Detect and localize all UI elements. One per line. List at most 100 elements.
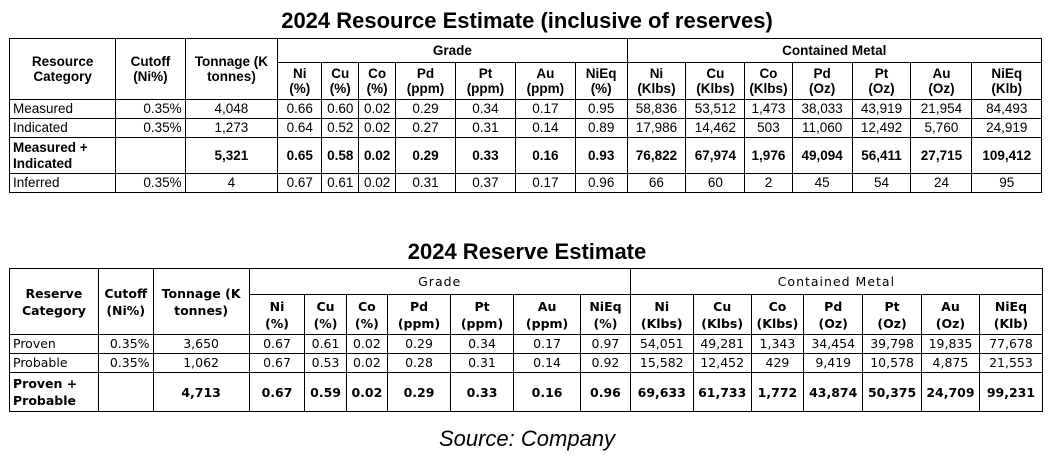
contained-cell: 24,919 [971,118,1042,138]
category-cell: Indicated [8,118,117,138]
contained-cell: 1,772 [750,372,805,412]
column-name: NiEq [994,298,1028,314]
column-unit: (%) [354,315,379,331]
contained-cell: 66 [626,173,687,193]
column-name: Pd [409,298,429,314]
grade-cell: 0.33 [454,137,516,174]
contained-cell: 34,454 [803,334,864,354]
contained-cell: 19,835 [921,334,980,354]
grade-cell: 0.29 [395,137,456,174]
grade-cell: 0.34 [454,99,516,119]
grade-cell: 0.67 [248,372,306,412]
cutoff-cell: 0.35% [115,118,186,138]
grade-cell: 0.29 [387,372,452,412]
contained-cell: 5,760 [910,118,973,138]
resource-title: 2024 Resource Estimate (inclusive of res… [281,8,773,33]
contained-cell: 17,986 [626,118,687,138]
header-tonnage: Tonnage (K tonnes) [184,38,279,100]
column-name: Cu [713,298,732,314]
column-unit: (Klbs) [640,315,683,331]
grade-cell: 0.29 [395,99,456,119]
header-grade: Grade [277,38,628,63]
grade-cell: 0.27 [395,118,456,138]
grade-cell: 0.61 [304,334,347,354]
contained-cell: 58,836 [626,99,687,119]
contained-cell: 9,419 [803,353,864,373]
contained-cell: 60 [685,173,746,193]
contained-cell: 84,493 [971,99,1042,119]
source-caption: Source: Company [438,426,616,451]
contained-cell: 45 [791,173,853,193]
contained-cell: 53,512 [685,99,746,119]
column-header: Co (%) [358,62,397,100]
category-cell: Inferred [8,173,117,193]
column-header: Cu (%) [304,294,347,335]
column-header: Pt (ppm) [450,294,515,335]
contained-cell: 11,060 [791,118,853,138]
contained-cell: 39,798 [862,334,923,354]
column-name: Au [537,298,557,314]
cutoff-cell [115,137,186,174]
grade-cell: 0.60 [321,99,360,119]
table-row: Inferred 0.35% 4 0.67 0.61 0.02 0.31 0.37 0.17 0.… [8,173,1042,193]
column-header: Ni (Klbs) [629,294,694,335]
column-unit: (Klbs) [637,81,676,96]
reserve-table: Reserve Category Cutoff (Ni%) Tonnage (K… [9,268,1044,412]
column-name: NiEq [585,66,617,81]
category-cell: Measured + Indicated [8,137,117,174]
contained-cell: 21,954 [910,99,973,119]
column-unit: (ppm) [466,81,505,96]
column-unit: (Klbs) [696,81,735,96]
table-row: Indicated 0.35% 1,273 0.64 0.52 0.02 0.27 0.31 0… [8,118,1042,138]
category-cell: Measured [8,99,117,119]
column-unit: (ppm) [406,81,445,96]
grade-cell: 0.17 [514,173,576,193]
header-grade: Grade [248,268,631,295]
contained-cell: 1,473 [744,99,793,119]
contained-cell: 76,822 [626,137,687,174]
column-name: Co [357,298,376,314]
column-unit: (%) [593,315,618,331]
column-name: Ni [269,298,285,314]
column-header: Pd (ppm) [395,62,456,100]
column-name: Pt [474,298,490,314]
grade-cell: 0.61 [321,173,360,193]
column-name: Pt [478,66,493,81]
column-name: NiEq [589,298,622,314]
table-row: Probable 0.35% 1,062 0.67 0.53 0.02 0.28 0.31 0.… [9,353,1044,373]
column-unit: (%) [313,315,338,331]
contained-cell: 43,874 [803,372,864,412]
grade-cell: 0.31 [450,353,515,373]
header-resource-category: Resource Category [8,38,117,100]
contained-cell: 4,875 [921,353,980,373]
contained-cell: 10,578 [862,353,923,373]
grade-cell: 0.02 [345,334,389,354]
column-header: Co (Klbs) [750,294,805,335]
column-header: Cu (Klbs) [692,294,752,335]
column-unit: (ppm) [397,315,441,331]
grade-cell: 0.02 [358,137,397,174]
tonnage-cell: 3,650 [152,334,250,354]
contained-cell: 2 [744,173,793,193]
column-unit: (%) [329,81,351,96]
contained-cell: 12,492 [851,118,912,138]
contained-cell: 1,343 [750,334,805,354]
contained-cell: 12,452 [692,353,752,373]
header-cutoff: Cutoff (Ni%) [97,268,154,335]
grade-cell: 0.53 [304,353,347,373]
header-cutoff: Cutoff (Ni%) [115,38,186,100]
grade-cell: 0.64 [277,118,323,138]
column-header: Pt (ppm) [454,62,516,100]
column-header: Pd (ppm) [387,294,452,335]
contained-cell: 77,678 [978,334,1044,354]
grade-cell: 0.67 [248,334,306,354]
cutoff-cell: 0.35% [97,334,154,354]
header-contained-metal: Contained Metal [626,38,1042,63]
column-unit: (ppm) [526,81,565,96]
column-name: Pd [813,66,831,81]
grade-cell: 0.33 [450,372,515,412]
table-row: Proven 0.35% 3,650 0.67 0.61 0.02 0.29 0.34 0.17… [9,334,1044,354]
tonnage-cell: 4 [184,173,279,193]
column-unit: (Oz) [818,315,848,331]
grade-cell: 0.58 [321,137,360,174]
